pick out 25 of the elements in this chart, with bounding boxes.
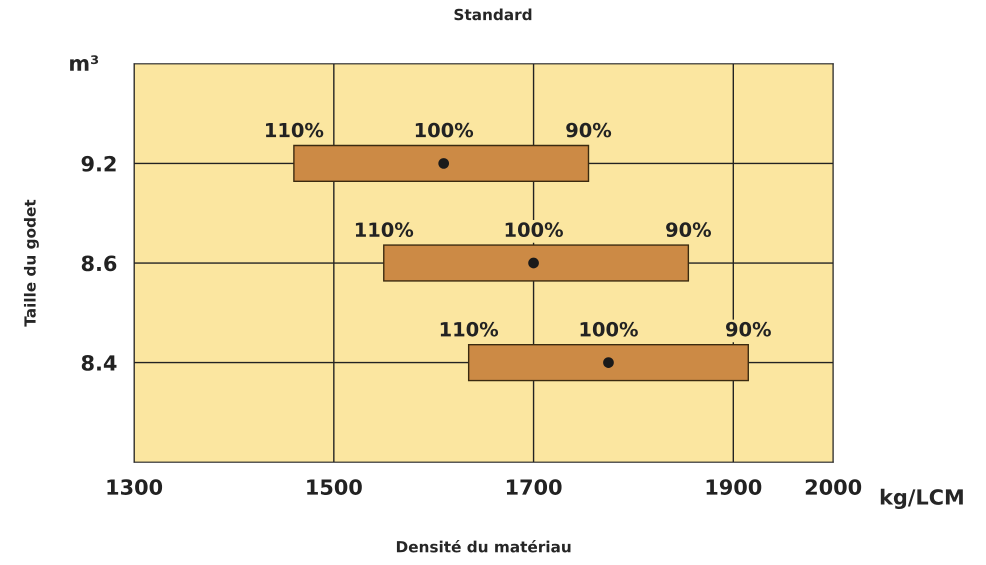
bar [383,244,690,282]
annotation: 110% [440,322,498,337]
annotation: 90% [726,322,771,337]
text: kg/LCM [880,488,963,510]
y-tick-label: 8.6 [82,255,116,272]
annotation: 100% [506,222,563,238]
x-tick-label: 1700 [506,479,562,495]
annotation: 100% [580,322,638,337]
annotation: 90% [566,122,612,138]
x-tick-label: 1500 [307,479,362,495]
bar [468,344,749,382]
x-axis-title: Densité du matériau [396,540,570,552]
annotation: 100% [416,122,474,138]
x-tick-label: 1900 [706,479,762,495]
y-tick-label: 8.4 [82,355,116,371]
bar [293,144,590,182]
annotation: 110% [266,122,324,138]
annotation: 110% [356,222,414,238]
x-tick-label: 2000 [806,479,862,495]
text: m³ [70,55,98,71]
x-tick-label: 1300 [107,479,162,495]
y-axis-title: Taille du godet [24,200,39,327]
y-tick-label: 9.2 [82,156,116,172]
annotation: 90% [666,222,712,238]
chart-title: Standard [454,8,532,20]
